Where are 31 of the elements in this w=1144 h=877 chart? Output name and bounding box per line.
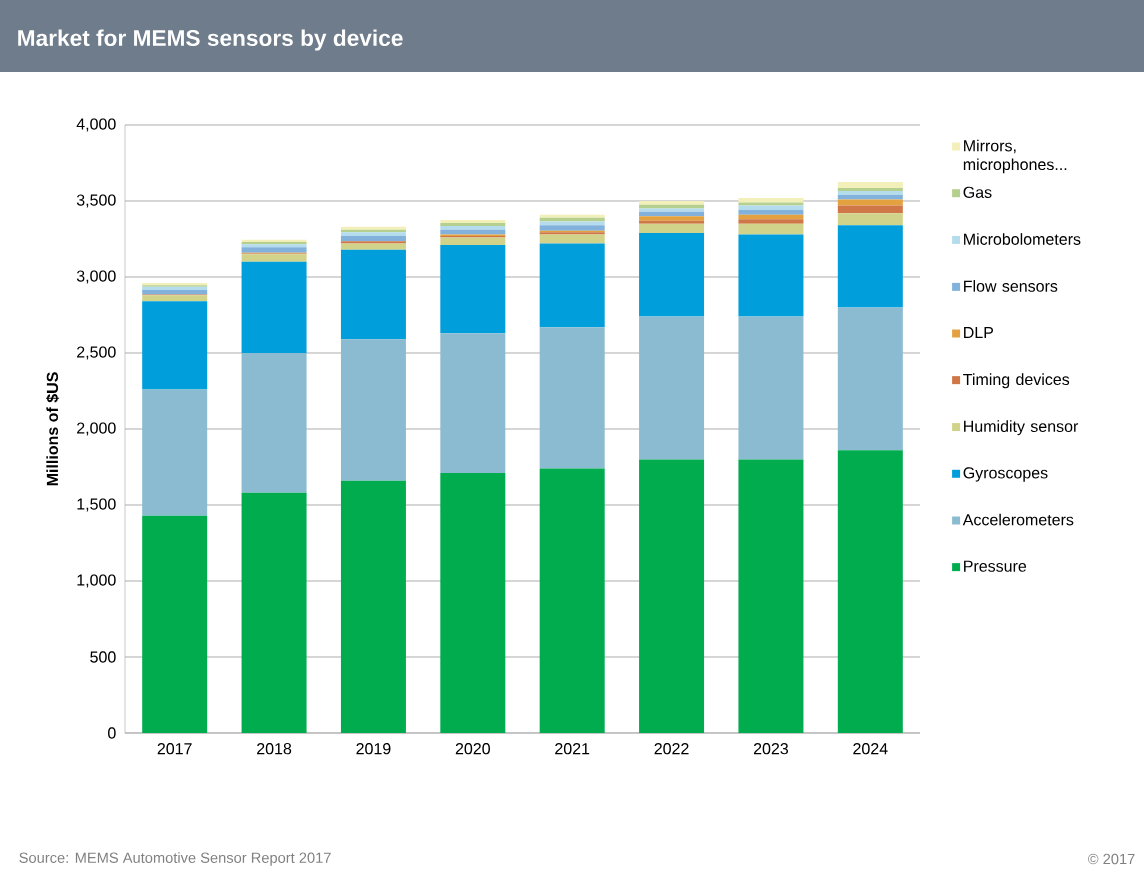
legend-label: Humidity sensor bbox=[964, 420, 1079, 436]
legend-label: Flow sensors bbox=[964, 280, 1058, 292]
legend-label: Mirrors, microphones... bbox=[963, 139, 1067, 174]
y-tick-label: 1,500 bbox=[77, 498, 116, 512]
legend-label: Microbolometers bbox=[964, 233, 1081, 245]
legend-label: Accelerometers bbox=[962, 513, 1074, 526]
y-tick-label: 4,000 bbox=[76, 118, 116, 132]
chart-title: Market for MEMS sensors by device bbox=[18, 29, 403, 51]
source-note: Source: MEMS Automotive Sensor Report 2017 bbox=[19, 852, 331, 866]
y-tick-label: 3,500 bbox=[76, 194, 116, 208]
y-tick-label: 2,500 bbox=[77, 346, 116, 360]
y-tick-label: 1,000 bbox=[77, 574, 116, 588]
x-tick-label: 2023 bbox=[753, 743, 789, 755]
x-tick-label: 2024 bbox=[853, 743, 888, 755]
legend-label: Gyroscopes bbox=[963, 467, 1048, 482]
legend-label: Timing devices bbox=[963, 373, 1070, 389]
y-tick-label: 2,000 bbox=[77, 422, 116, 436]
y-tick-label: 0 bbox=[108, 727, 116, 739]
x-tick-label: 2017 bbox=[157, 743, 192, 755]
x-tick-label: 2020 bbox=[455, 743, 490, 755]
x-tick-label: 2019 bbox=[356, 743, 391, 755]
y-tick-label: 500 bbox=[90, 651, 116, 663]
text: © 2017 bbox=[1088, 853, 1135, 865]
y-tick-label: 3,000 bbox=[76, 270, 116, 284]
x-tick-label: 2018 bbox=[257, 743, 292, 755]
legend-label: Pressure bbox=[964, 560, 1027, 572]
legend-label: Gas bbox=[963, 186, 992, 198]
y-axis-title: Millions of $US bbox=[46, 372, 60, 486]
legend-label: DLP bbox=[964, 327, 994, 339]
x-tick-label: 2022 bbox=[654, 743, 689, 755]
x-tick-label: 2021 bbox=[555, 743, 590, 755]
